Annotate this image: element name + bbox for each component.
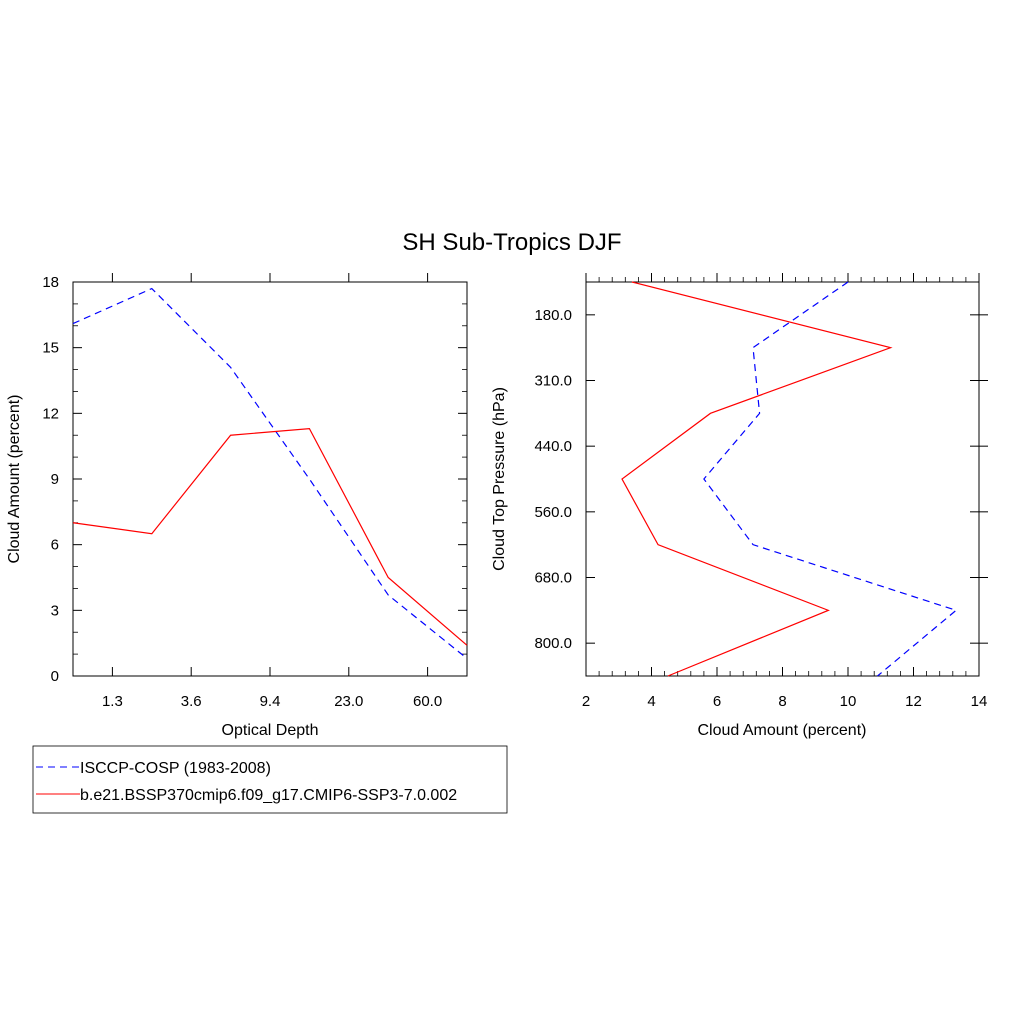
right-series-lines [621,281,958,677]
right-y-tick-label: 440.0 [534,438,572,455]
left-tick-marks [73,273,467,677]
right-y-tick-label: 680.0 [534,570,572,587]
left-x-tick-label: 9.4 [260,693,281,710]
legend-label-obs: ISCCP-COSP (1983-2008) [80,760,271,777]
left-x-tick-label: 60.0 [413,693,442,710]
right-y-tick-label: 560.0 [534,504,572,521]
right-panel: 2 4 6 8 10 12 14 180.0 310.0 440.0 560.0 680.0 800.0… [491,273,988,739]
right-plot-frame [585,281,980,677]
right-x-tick-label: 2 [582,693,590,710]
right-x-tick-label: 6 [713,693,721,710]
left-y-tick-label: 6 [51,537,59,554]
left-y-tick-label: 12 [42,405,59,422]
right-x-tick-label: 8 [778,693,786,710]
right-y-tick-label: 800.0 [534,635,572,652]
left-series-lines [72,287,468,659]
left-x-axis-title: Optical Depth [222,722,319,739]
chart-title: SH Sub-Tropics DJF [402,229,621,256]
right-tick-marks [585,273,988,676]
right-x-tick-label: 12 [905,693,922,710]
left-series-obs-line [72,287,468,659]
left-series-model-line [72,428,468,646]
right-y-tick-label: 180.0 [534,307,572,324]
right-x-tick-label: 10 [840,693,857,710]
left-y-tick-label: 9 [51,471,59,488]
left-y-tick-label: 3 [51,602,59,619]
left-y-tick-label: 15 [42,340,59,357]
left-y-tick-label: 0 [51,668,59,685]
left-panel: 0 3 6 9 12 15 18 1.3 3.6 9.4 23.0 60.0 Optical Dept… [6,273,468,739]
left-tick-labels: 0 3 6 9 12 15 18 1.3 3.6 9.4 23.0 60.0 [42,274,442,710]
right-y-tick-label: 310.0 [534,373,572,390]
left-y-tick-label: 18 [42,274,59,291]
legend: ISCCP-COSP (1983-2008) b.e21.BSSP370cmip… [32,745,508,814]
right-series-model-line [621,281,893,677]
right-y-axis-title: Cloud Top Pressure (hPa) [491,387,508,571]
left-x-tick-label: 3.6 [181,693,202,710]
right-tick-labels: 2 4 6 8 10 12 14 180.0 310.0 440.0 560.0 680.0 800.0 [534,307,987,710]
left-plot-frame [72,281,468,677]
right-x-tick-label: 4 [647,693,655,710]
right-x-axis-title: Cloud Amount (percent) [698,722,867,739]
legend-label-model: b.e21.BSSP370cmip6.f09_g17.CMIP6-SSP3-7.… [80,787,457,804]
left-x-tick-label: 23.0 [334,693,363,710]
right-series-obs-line [703,281,958,677]
legend-box [32,745,508,814]
left-y-axis-title: Cloud Amount (percent) [6,395,23,564]
left-x-tick-label: 1.3 [102,693,123,710]
right-x-tick-label: 14 [971,693,988,710]
